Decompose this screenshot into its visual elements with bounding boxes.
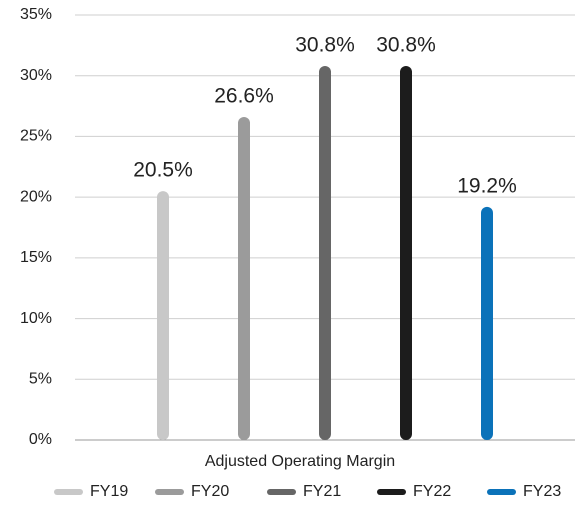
y-tick-label: 15%	[20, 249, 52, 266]
x-tick-label: Adjusted Operating Margin	[205, 453, 395, 470]
legend-label: FY23	[523, 483, 561, 500]
y-tick-label: 5%	[29, 371, 52, 388]
legend-label: FY21	[303, 483, 341, 500]
bar	[238, 117, 250, 440]
y-tick-label: 30%	[20, 67, 52, 84]
y-tick-label: 0%	[29, 431, 52, 448]
y-tick-label: 25%	[20, 128, 52, 145]
legend-label: FY22	[413, 483, 451, 500]
value-label: 19.2%	[457, 174, 517, 197]
bar	[319, 66, 331, 440]
y-tick-label: 10%	[20, 310, 52, 327]
value-label: 26.6%	[214, 85, 274, 108]
y-tick-label: 20%	[20, 188, 52, 205]
legend-label: FY20	[191, 483, 229, 500]
bar	[481, 206, 493, 440]
value-label: 20.5%	[133, 159, 193, 182]
legend-label: FY19	[90, 483, 128, 500]
bar	[400, 66, 412, 440]
y-tick-label: 35%	[20, 6, 52, 23]
value-label: 30.8%	[295, 34, 355, 57]
value-label: 30.8%	[376, 34, 436, 57]
bar	[157, 191, 169, 440]
